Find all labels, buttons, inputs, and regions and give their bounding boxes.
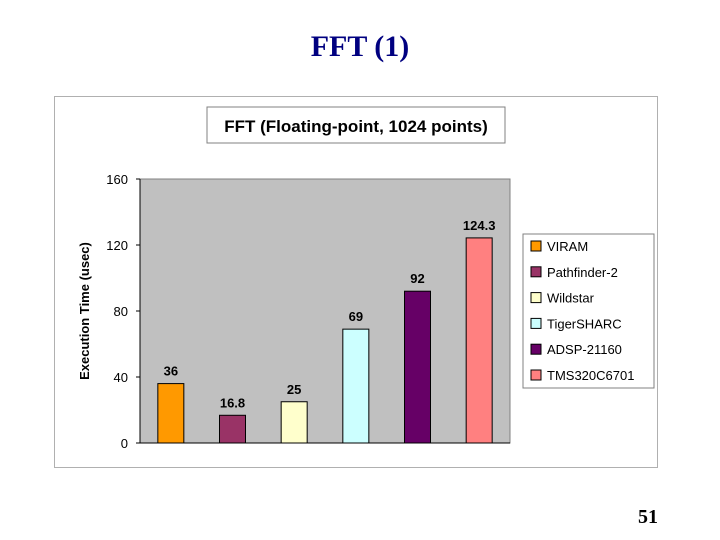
data-label: 16.8 xyxy=(220,395,245,410)
legend-label: VIRAM xyxy=(547,239,588,254)
legend-label: Wildstar xyxy=(547,291,595,306)
y-axis-label: Execution Time (usec) xyxy=(77,242,92,380)
data-label: 25 xyxy=(287,382,301,397)
chart-title: FFT (Floating-point, 1024 points) xyxy=(224,117,487,136)
legend-box xyxy=(522,233,655,389)
chart-area: FFT (Floating-point, 1024 points) 0 40 80 1… xyxy=(54,96,658,468)
bar-pathfinder-2 xyxy=(219,414,246,444)
legend-label: TMS320C6701 xyxy=(547,368,634,383)
chart-title-box: FFT (Floating-point, 1024 points) xyxy=(206,106,506,144)
legend-swatch xyxy=(530,369,542,381)
bar-tigersharc xyxy=(342,328,370,444)
legend-label: TigerSHARC xyxy=(547,316,622,331)
bar-chart: FFT (Floating-point, 1024 points) 0 40 80 1… xyxy=(77,106,655,451)
legend-swatch xyxy=(530,343,542,355)
bar-tms320c6701 xyxy=(465,237,493,444)
slide-title: FFT (1) xyxy=(310,30,410,63)
legend-swatch xyxy=(530,240,542,252)
plot-area xyxy=(139,178,511,444)
legend-label: Pathfinder-2 xyxy=(547,265,618,280)
legend-label: ADSP-21160 xyxy=(547,342,622,357)
data-label: 92 xyxy=(410,271,424,286)
data-label: 69 xyxy=(349,309,363,324)
axes: 0 40 80 120 160 Execution Time (usec) xyxy=(77,172,511,451)
slide-number: 51 xyxy=(638,506,658,528)
chart-title-border xyxy=(206,106,506,144)
legend: VIRAM Pathfinder-2 Wildstar TigerSHARC ADSP-… xyxy=(522,233,655,389)
bar-wildstar xyxy=(280,401,308,444)
y-tick-label: 40 xyxy=(114,370,128,385)
legend-swatch xyxy=(530,317,542,329)
bar-adsp-21160 xyxy=(404,290,431,444)
y-tick-label: 160 xyxy=(106,172,128,187)
data-label: 36 xyxy=(164,364,178,379)
y-tick-label: 0 xyxy=(121,436,128,451)
data-label: 124.3 xyxy=(463,218,496,233)
legend-swatch xyxy=(530,292,542,304)
y-tick-label: 120 xyxy=(106,238,128,253)
bar-viram xyxy=(157,383,185,444)
legend-swatch xyxy=(530,266,542,278)
bars: 36 16.8 25 69 92 124.3 xyxy=(157,218,496,444)
y-tick-label: 80 xyxy=(114,304,128,319)
